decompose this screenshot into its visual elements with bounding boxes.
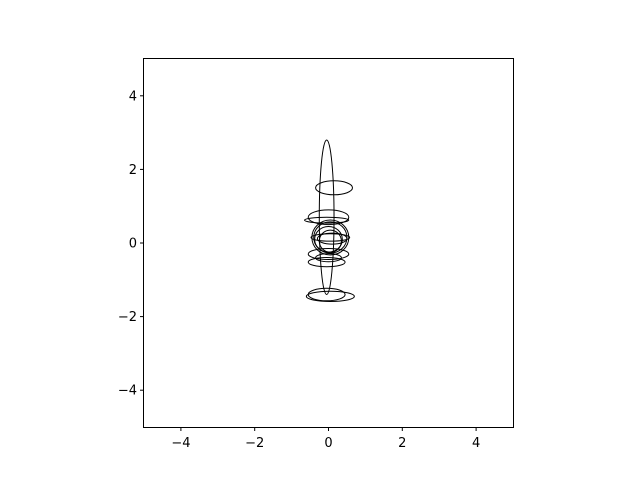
- ellipse-11: [315, 253, 342, 263]
- ellipse-3: [304, 216, 350, 224]
- ellipse-14: [307, 287, 346, 302]
- x-tick-label: −4: [171, 436, 190, 451]
- y-tick-label: −2: [118, 310, 137, 325]
- ellipse-6: [311, 219, 350, 256]
- y-tick-label: 2: [129, 163, 137, 178]
- ellipse-13: [305, 290, 355, 303]
- x-tick-label: −2: [245, 436, 264, 451]
- y-tick-label: 0: [129, 237, 137, 252]
- ellipse-12: [307, 257, 346, 268]
- y-tick-label: 4: [129, 89, 137, 104]
- ellipses-layer: [304, 139, 355, 303]
- ellipse-10: [307, 248, 350, 261]
- x-tick-label: 0: [324, 436, 332, 451]
- x-tick-label: 4: [472, 436, 480, 451]
- ellipse-4: [310, 233, 351, 242]
- x-axis: −4 −2 0 2 4: [171, 427, 480, 451]
- ellipse-2: [307, 209, 350, 226]
- ellipse-9: [318, 229, 342, 253]
- y-tick-label: −4: [118, 384, 137, 399]
- y-axis: −4 −2 0 2 4: [118, 89, 144, 399]
- ellipse-1: [315, 180, 353, 196]
- ellipse-7: [313, 221, 348, 254]
- x-tick-label: 2: [398, 436, 406, 451]
